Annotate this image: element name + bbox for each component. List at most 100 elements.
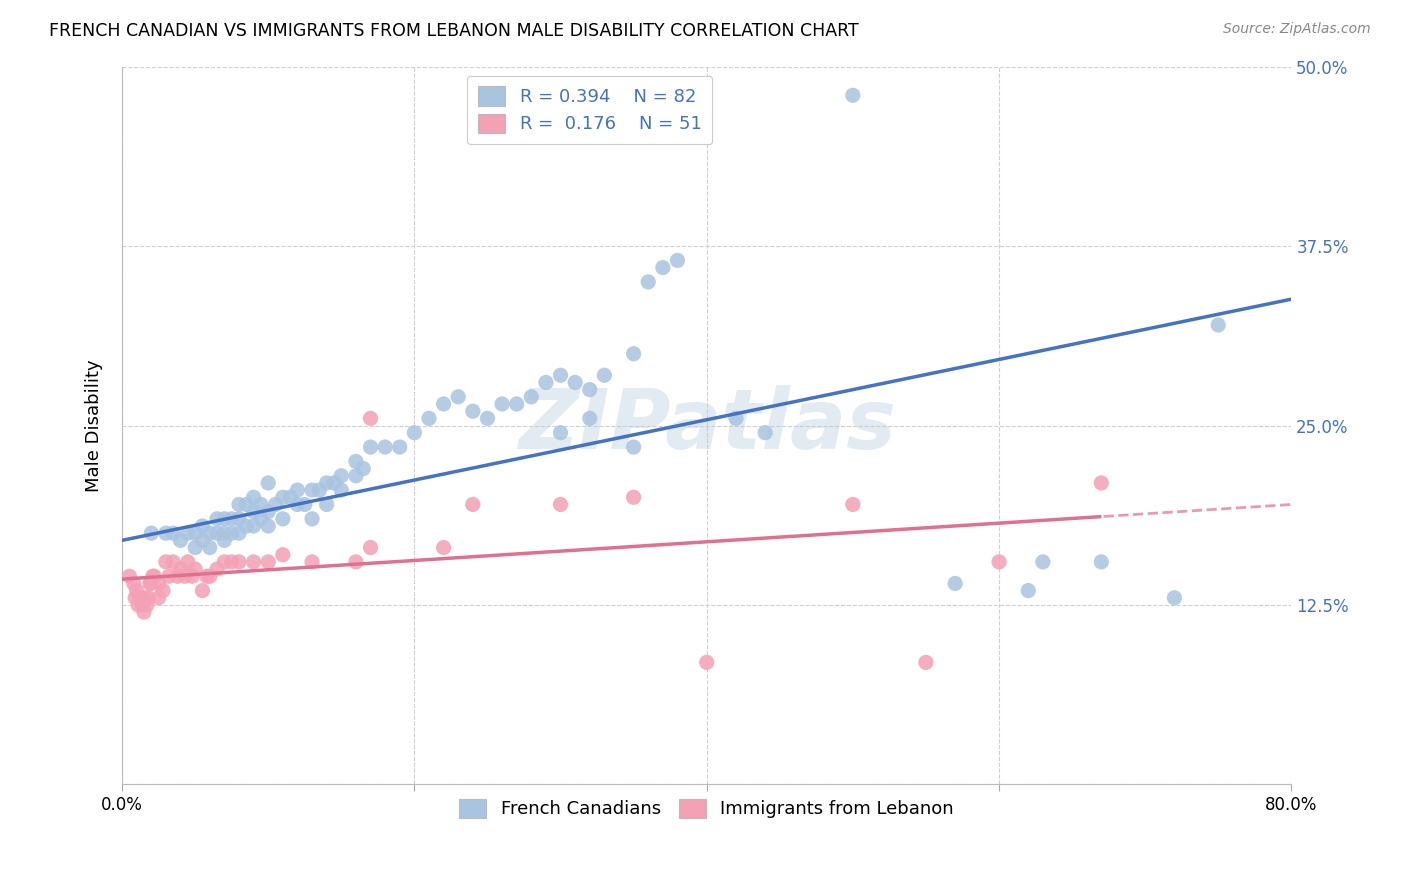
Point <box>623 347 645 361</box>
Point <box>250 512 273 526</box>
Point <box>271 548 294 562</box>
Text: Source: ZipAtlas.com: Source: ZipAtlas.com <box>1223 22 1371 37</box>
Point <box>278 491 301 505</box>
Point <box>301 555 323 569</box>
Point <box>177 555 200 569</box>
Point <box>134 591 156 605</box>
Point <box>593 368 616 383</box>
Point <box>433 541 456 555</box>
Point <box>181 569 204 583</box>
Point <box>214 555 236 569</box>
Point <box>191 583 214 598</box>
Point <box>344 454 367 468</box>
Point <box>184 526 207 541</box>
Point <box>271 491 294 505</box>
Point <box>477 411 499 425</box>
Point <box>724 411 747 425</box>
Point <box>228 555 250 569</box>
Point <box>257 475 280 490</box>
Point <box>174 569 197 583</box>
Point <box>191 533 214 548</box>
Point <box>214 512 236 526</box>
Point <box>294 498 316 512</box>
Point <box>666 253 689 268</box>
Point <box>330 483 353 497</box>
Point <box>315 475 337 490</box>
Point <box>943 576 966 591</box>
Point <box>221 526 243 541</box>
Point <box>235 519 257 533</box>
Point <box>198 569 221 583</box>
Point <box>344 555 367 569</box>
Point <box>1090 555 1112 569</box>
Point <box>271 512 294 526</box>
Point <box>915 656 938 670</box>
Point <box>360 541 382 555</box>
Point <box>257 505 280 519</box>
Point <box>166 569 188 583</box>
Point <box>228 526 250 541</box>
Y-axis label: Male Disability: Male Disability <box>86 359 103 491</box>
Point <box>257 555 280 569</box>
Point <box>142 569 165 583</box>
Point <box>404 425 426 440</box>
Point <box>205 562 228 576</box>
Point <box>637 275 659 289</box>
Point <box>374 440 396 454</box>
Point <box>1206 318 1229 332</box>
Point <box>214 533 236 548</box>
Point <box>550 425 572 440</box>
Point <box>228 498 250 512</box>
Point <box>177 526 200 541</box>
Point <box>287 498 309 512</box>
Point <box>148 576 170 591</box>
Point <box>988 555 1011 569</box>
Text: ZIPatlas: ZIPatlas <box>517 385 896 466</box>
Point <box>169 562 191 576</box>
Point <box>242 519 264 533</box>
Point <box>842 498 865 512</box>
Point <box>205 512 228 526</box>
Point <box>352 461 374 475</box>
Legend: French Canadians, Immigrants from Lebanon: French Canadians, Immigrants from Lebano… <box>453 791 962 826</box>
Point <box>141 576 163 591</box>
Point <box>242 555 264 569</box>
Point <box>505 397 527 411</box>
Point <box>214 526 236 541</box>
Point <box>184 562 207 576</box>
Point <box>301 512 323 526</box>
Point <box>152 583 174 598</box>
Point <box>447 390 470 404</box>
Point <box>461 498 484 512</box>
Point <box>162 555 184 569</box>
Point <box>198 526 221 541</box>
Point <box>388 440 411 454</box>
Point <box>520 390 543 404</box>
Point <box>842 88 865 103</box>
Point <box>228 512 250 526</box>
Point <box>128 591 150 605</box>
Point <box>157 569 180 583</box>
Point <box>143 569 166 583</box>
Point <box>257 519 280 533</box>
Point <box>131 598 153 612</box>
Point <box>1163 591 1185 605</box>
Point <box>623 491 645 505</box>
Point <box>433 397 456 411</box>
Point <box>169 533 191 548</box>
Point <box>132 605 155 619</box>
Point <box>287 483 309 497</box>
Point <box>122 576 145 591</box>
Point <box>308 483 330 497</box>
Point <box>127 598 149 612</box>
Point <box>138 591 160 605</box>
Point <box>135 598 157 612</box>
Point <box>534 376 557 390</box>
Point <box>360 411 382 425</box>
Point <box>191 519 214 533</box>
Point <box>184 541 207 555</box>
Point <box>323 475 346 490</box>
Point <box>205 526 228 541</box>
Point <box>148 591 170 605</box>
Point <box>124 591 146 605</box>
